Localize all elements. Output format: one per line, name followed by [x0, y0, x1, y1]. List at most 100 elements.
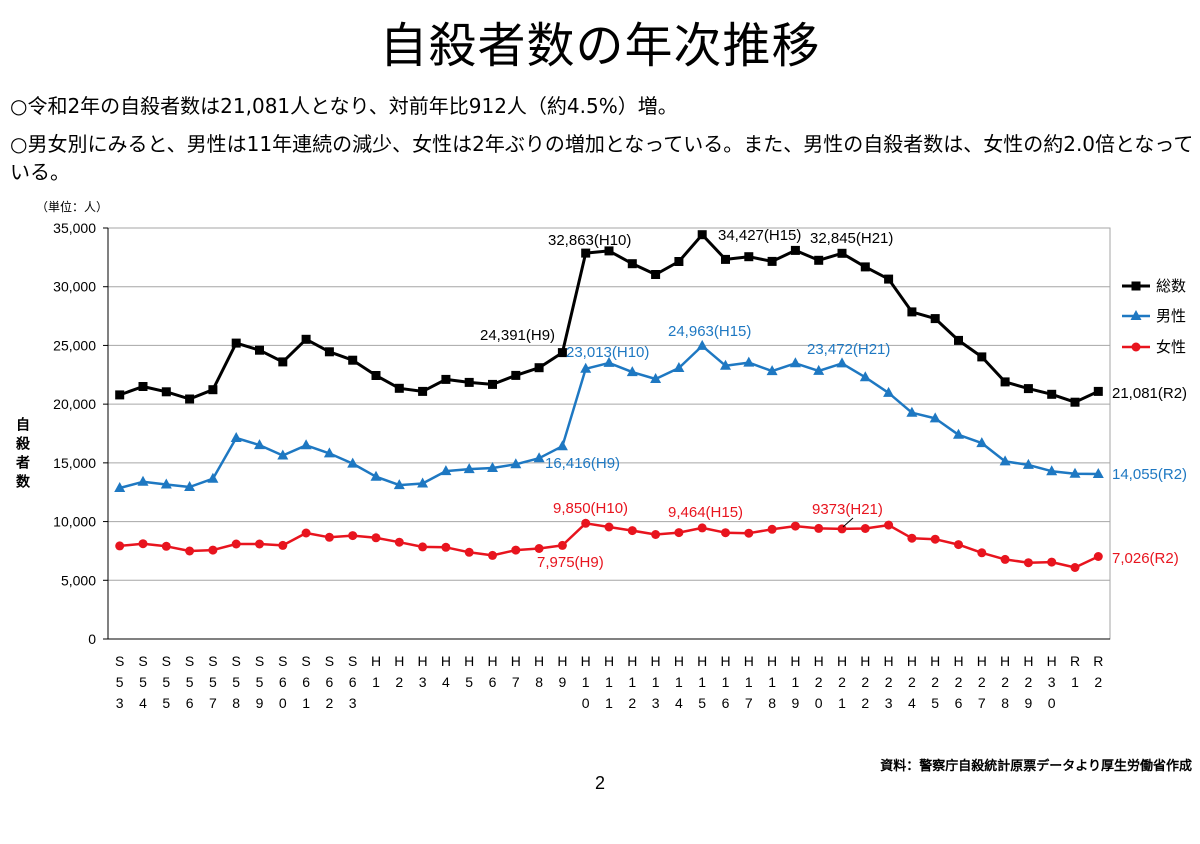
summary-bullet-2: ○男女別にみると、男性は11年連続の減少、女性は2年ぶりの増加となっている。また…: [10, 132, 1194, 184]
summary-bullet-1: ○令和2年の自殺者数は21,081人となり、対前年比912人（約4.5%）増。: [10, 94, 678, 118]
male-point: [277, 449, 289, 460]
female-point: [1000, 554, 1010, 564]
female-point: [907, 533, 917, 543]
legend-label-total: 総数: [1156, 277, 1186, 295]
annotation-female-h10: 9,850(H10): [553, 500, 628, 517]
female-point: [115, 541, 125, 551]
y-tick-label: 0: [88, 631, 96, 647]
male-point: [417, 477, 429, 488]
total-point: [837, 248, 847, 258]
annotation-total-h15: 34,427(H15): [718, 227, 801, 244]
annotation-female-r2: 7,026(R2): [1112, 550, 1179, 567]
total-point: [161, 387, 171, 397]
total-point: [954, 335, 963, 345]
male-point: [1022, 458, 1034, 469]
female-point: [301, 528, 311, 538]
male-point: [114, 482, 126, 492]
annotation-male-r2: 14,055(R2): [1112, 466, 1187, 483]
legend-label-male: 男性: [1156, 307, 1186, 325]
annotation-female-h9: 7,975(H9): [537, 554, 604, 571]
male-point: [626, 366, 638, 377]
male-point: [603, 356, 615, 367]
legend-label-female: 女性: [1156, 338, 1186, 356]
x-axis-labels: S 5 3 S 5 4 S 5 5 S 5 6 S 5 7 S 5 8 S 5 9 S 6 0 S 6 1 S 6 2 S 6 3 H 1 H 2 H 3 H…: [115, 653, 1103, 711]
total-point: [767, 256, 777, 266]
female-point: [138, 539, 148, 549]
total-point: [138, 382, 148, 391]
male-point: [137, 475, 149, 486]
plot-area: [107, 227, 1111, 640]
total-point: [208, 385, 218, 395]
male-point: [556, 440, 568, 451]
total-point: [884, 274, 894, 284]
annotation-male-h10: 23,013(H10): [566, 344, 649, 361]
male-point: [230, 432, 242, 442]
female-point: [278, 540, 288, 550]
male-point: [696, 339, 708, 350]
total-point: [1070, 397, 1080, 407]
total-point: [674, 257, 684, 266]
female-point: [348, 531, 358, 541]
total-point: [627, 259, 637, 269]
total-point: [394, 383, 404, 393]
female-point: [488, 550, 497, 560]
legend: 総数 男性 女性: [1122, 277, 1186, 356]
total-point: [697, 230, 707, 240]
female-point: [534, 544, 544, 553]
female-point: [208, 545, 218, 555]
annotation-total-h10: 32,863(H10): [548, 232, 631, 249]
female-point: [954, 540, 963, 550]
male-point: [323, 447, 335, 458]
female-point: [837, 524, 847, 534]
male-point: [976, 437, 988, 448]
total-point: [860, 262, 870, 272]
female-point: [581, 518, 591, 528]
male-point: [999, 455, 1011, 466]
female-point: [255, 539, 264, 549]
total-point: [534, 363, 544, 373]
female-point: [324, 532, 334, 542]
male-point: [580, 362, 592, 373]
male-point: [347, 457, 359, 468]
female-point: [651, 530, 661, 539]
female-point: [1047, 557, 1057, 567]
male-point: [1069, 467, 1081, 478]
male-point: [720, 359, 731, 370]
annotation-total-h9: 24,391(H9): [480, 327, 555, 344]
legend-item-female: 女性: [1122, 338, 1186, 356]
female-point: [161, 541, 171, 551]
legend-item-total: 総数: [1122, 277, 1186, 295]
male-point: [883, 386, 895, 397]
legend-circle-marker-icon: [1131, 342, 1141, 352]
total-point: [348, 355, 358, 365]
female-point: [1023, 558, 1033, 568]
female-point: [697, 523, 707, 533]
annotation-male-h9: 16,416(H9): [545, 455, 620, 472]
y-axis-grid: 0 5,000 10,000 15,000 20,000 25,000 30,000 35,0…: [53, 220, 1110, 647]
total-point: [278, 357, 288, 367]
male-point: [254, 439, 265, 450]
page-number: 2: [594, 773, 605, 793]
male-point: [184, 481, 196, 491]
